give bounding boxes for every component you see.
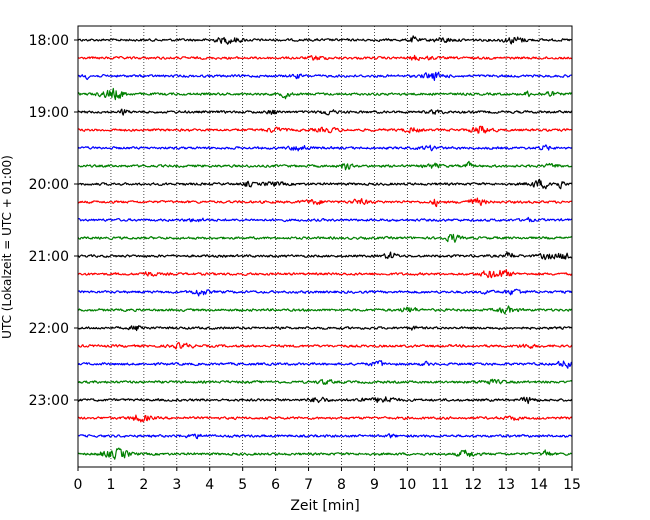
trace-row-9 xyxy=(77,197,573,208)
trace-row-2 xyxy=(77,71,573,82)
x-tick-label: 8 xyxy=(337,477,346,493)
x-tick-label: 5 xyxy=(238,477,247,493)
y-axis-ticks: 18:00 19:00 20:00 21:00 22:00 23:00 xyxy=(29,33,78,409)
trace-row-14 xyxy=(77,288,573,297)
x-tick-label: 9 xyxy=(370,477,379,493)
x-tick-label: 0 xyxy=(74,477,83,493)
trace-row-1 xyxy=(77,54,573,62)
y-tick-label: 21:00 xyxy=(29,249,69,265)
x-tick-label: 1 xyxy=(106,477,115,493)
trace-row-3 xyxy=(77,87,573,101)
y-axis-label: UTC (Lokalzeit = UTC + 01:00) xyxy=(0,155,14,339)
x-tick-label: 4 xyxy=(205,477,214,493)
trace-row-18 xyxy=(77,360,573,369)
trace-row-10 xyxy=(77,216,573,223)
y-tick-label: 18:00 xyxy=(29,33,69,49)
x-tick-label: 13 xyxy=(497,477,515,493)
x-tick-label: 12 xyxy=(464,477,482,493)
seismic-traces xyxy=(77,35,573,460)
y-tick-label: 23:00 xyxy=(29,393,69,409)
x-tick-label: 11 xyxy=(431,477,449,493)
trace-row-20 xyxy=(77,396,573,405)
trace-row-23 xyxy=(77,447,573,460)
x-tick-label: 6 xyxy=(271,477,280,493)
trace-row-19 xyxy=(77,378,573,385)
trace-row-16 xyxy=(78,325,573,332)
x-axis-ticks: 0 1 2 3 4 5 6 7 8 9 10 11 12 13 14 15 xyxy=(74,467,581,493)
x-tick-label: 7 xyxy=(304,477,313,493)
trace-row-17 xyxy=(77,341,573,350)
y-tick-label: 22:00 xyxy=(29,321,69,337)
trace-row-7 xyxy=(77,160,573,171)
trace-row-12 xyxy=(77,251,573,261)
trace-row-4 xyxy=(77,108,573,116)
trace-row-8 xyxy=(77,178,573,190)
plot-frame xyxy=(77,25,573,468)
trace-row-13 xyxy=(77,269,573,279)
trace-row-6 xyxy=(77,144,573,152)
x-tick-label: 14 xyxy=(530,477,548,493)
y-tick-label: 20:00 xyxy=(29,177,69,193)
trace-row-11 xyxy=(77,233,573,243)
x-tick-label: 10 xyxy=(398,477,416,493)
x-tick-label: 2 xyxy=(139,477,148,493)
trace-row-21 xyxy=(77,414,573,423)
x-tick-label: 15 xyxy=(563,477,581,493)
y-tick-label: 19:00 xyxy=(29,105,69,121)
x-axis-label: Zeit [min] xyxy=(290,498,359,514)
trace-row-5 xyxy=(77,125,573,134)
x-tick-label: 3 xyxy=(172,477,181,493)
trace-row-15 xyxy=(77,305,573,315)
trace-row-0 xyxy=(77,35,573,45)
trace-row-22 xyxy=(77,433,573,440)
